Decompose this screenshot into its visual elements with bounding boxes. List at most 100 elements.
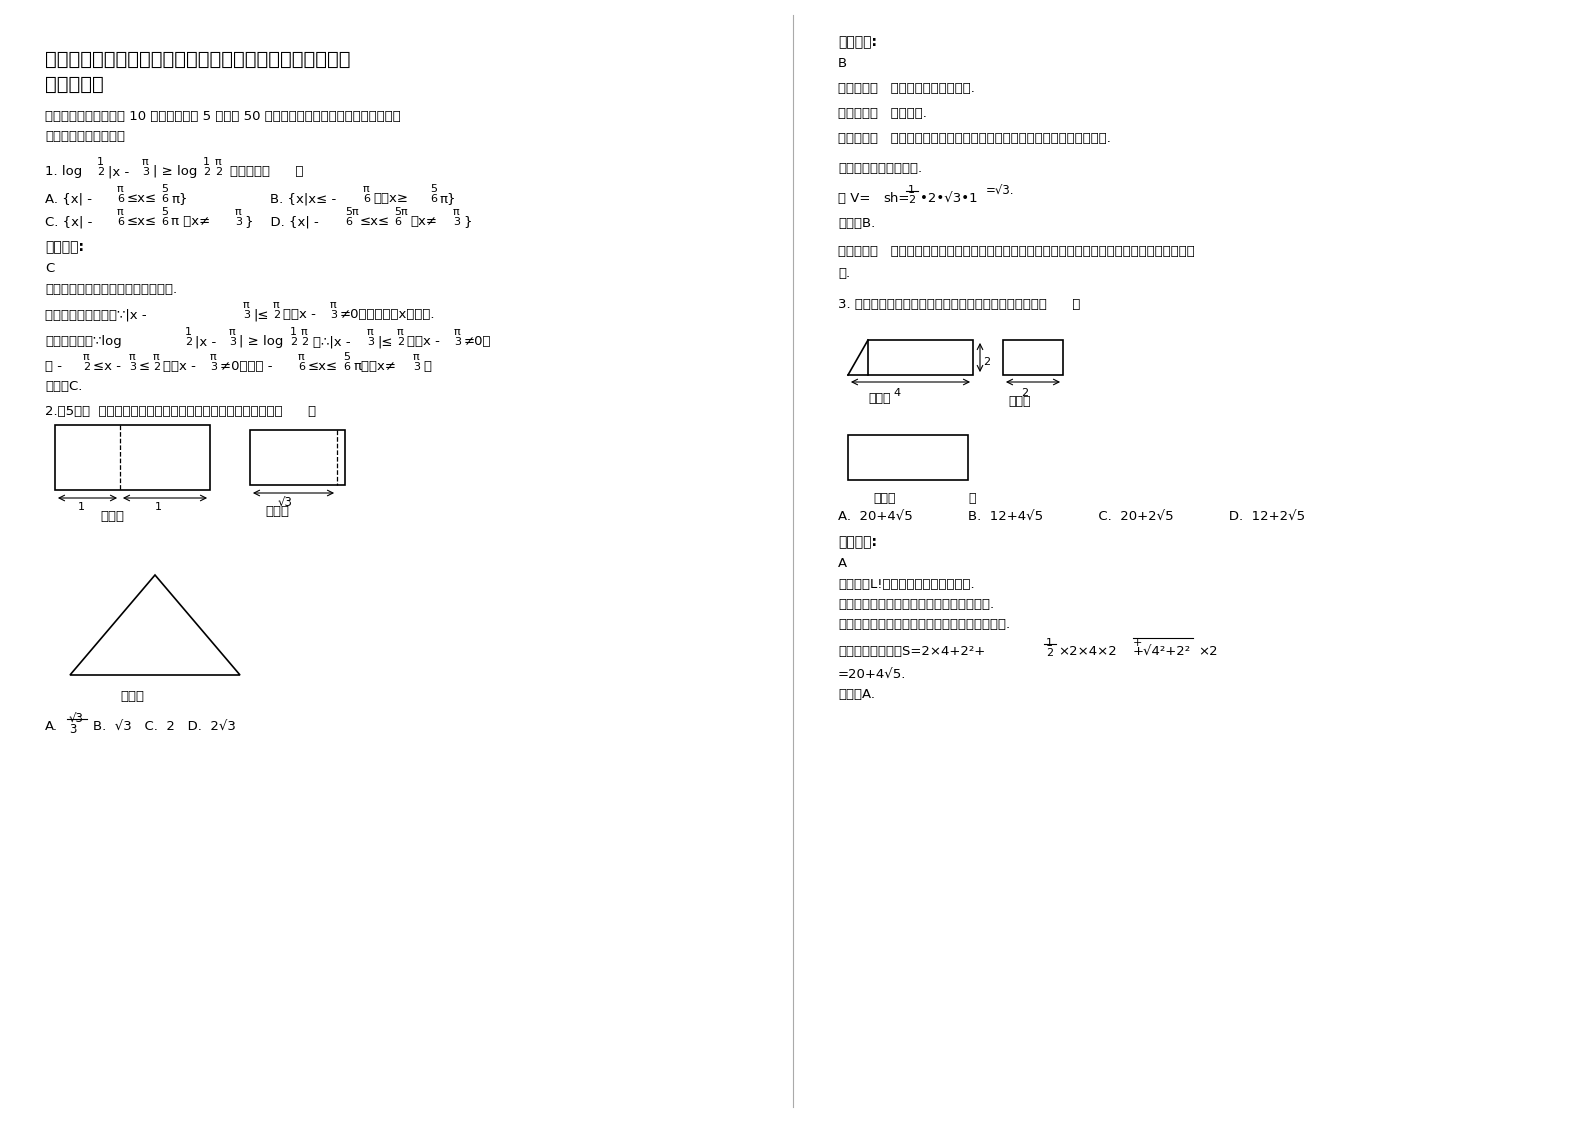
Text: 3: 3 xyxy=(68,723,76,736)
Text: | ≥ log: | ≥ log xyxy=(152,165,197,178)
Text: π: π xyxy=(229,327,235,337)
Text: ≤x≤: ≤x≤ xyxy=(308,360,338,373)
Text: 2: 2 xyxy=(290,337,297,347)
Text: +: + xyxy=(1133,638,1143,649)
Text: |≤: |≤ xyxy=(378,335,392,348)
Text: 1: 1 xyxy=(908,185,916,195)
Text: ，且x -: ，且x - xyxy=(163,360,195,373)
Text: 3: 3 xyxy=(141,167,149,177)
Polygon shape xyxy=(70,574,240,675)
Text: 题.: 题. xyxy=(838,267,851,280)
Text: ．: ． xyxy=(968,493,976,505)
Text: π: π xyxy=(330,300,336,310)
Text: 2: 2 xyxy=(1046,649,1054,657)
Text: 2: 2 xyxy=(203,167,209,177)
Text: 2.（5分）  某三棱柱的三视图如图所示，则该三棱柱的体积是（      ）: 2.（5分） 某三棱柱的三视图如图所示，则该三棱柱的体积是（ ） xyxy=(44,405,316,419)
Text: B.  √3   C.  2   D.  2√3: B. √3 C. 2 D. 2√3 xyxy=(94,720,236,733)
Text: 即 -: 即 - xyxy=(44,360,62,373)
Text: 2: 2 xyxy=(83,362,90,373)
Text: 正视图: 正视图 xyxy=(868,392,890,405)
Text: π: π xyxy=(117,206,124,217)
Text: 4: 4 xyxy=(893,388,900,398)
Text: 1: 1 xyxy=(290,327,297,337)
Text: 【分析】：   由三视图还原可知，这是一个正三棱柱，然后用体积公式求解.: 【分析】： 由三视图还原可知，这是一个正三棱柱，然后用体积公式求解. xyxy=(838,132,1111,145)
Text: π: π xyxy=(235,206,241,217)
Text: 参考答案:: 参考答案: xyxy=(838,35,878,49)
Text: π: π xyxy=(214,157,222,167)
Text: 且x≠: 且x≠ xyxy=(409,215,436,228)
Text: 3: 3 xyxy=(413,362,421,373)
Text: 6: 6 xyxy=(363,194,370,204)
Text: ×2: ×2 xyxy=(1198,645,1217,657)
Text: 3: 3 xyxy=(229,337,236,347)
Text: 2: 2 xyxy=(214,167,222,177)
Text: π: π xyxy=(83,352,89,362)
Bar xyxy=(847,435,968,480)
Text: 【分析】由三视图可知：该几何体为三棱柱.: 【分析】由三视图可知：该几何体为三棱柱. xyxy=(838,598,993,611)
Text: π，且x≠: π，且x≠ xyxy=(352,360,397,373)
Text: π}: π} xyxy=(440,192,457,205)
Text: 3: 3 xyxy=(452,217,460,227)
Text: 【解答】解：∵log: 【解答】解：∵log xyxy=(44,335,122,348)
Text: ≤x -: ≤x - xyxy=(94,360,121,373)
Text: 故选：C.: 故选：C. xyxy=(44,380,83,393)
Text: ≠0，: ≠0， xyxy=(463,335,492,348)
Text: sh=: sh= xyxy=(882,192,909,205)
Text: 是一个符合题目要求的: 是一个符合题目要求的 xyxy=(44,130,125,142)
Bar xyxy=(251,430,344,485)
Text: A.  20+4√5             B.  12+4√5             C.  20+2√5             D.  12+2√5: A. 20+4√5 B. 12+4√5 C. 20+2√5 D. 12+2√5 xyxy=(838,511,1305,523)
Text: | ≥ log: | ≥ log xyxy=(240,335,284,348)
Text: A.: A. xyxy=(44,720,59,733)
Text: 1: 1 xyxy=(156,502,162,512)
Text: 2: 2 xyxy=(1020,388,1028,398)
Text: 3. 某几何体的三视图如图所示，则该几何体的表面积是（      ）: 3. 某几何体的三视图如图所示，则该几何体的表面积是（ ） xyxy=(838,298,1081,311)
Text: 的解集为（      ）: 的解集为（ ） xyxy=(230,165,303,178)
Text: π: π xyxy=(243,300,249,310)
Text: 俯视图: 俯视图 xyxy=(121,690,144,703)
Text: ≠0，求得 -: ≠0，求得 - xyxy=(221,360,273,373)
Text: 试题含解析: 试题含解析 xyxy=(44,75,103,94)
Text: 5π: 5π xyxy=(394,206,408,217)
Text: 侧视图: 侧视图 xyxy=(265,505,289,518)
Text: 3: 3 xyxy=(367,337,375,347)
Text: }    D. {x| -: } D. {x| - xyxy=(244,215,319,228)
Text: 5: 5 xyxy=(343,352,351,362)
Text: ，或x≥: ，或x≥ xyxy=(373,192,408,205)
Text: π: π xyxy=(209,352,216,362)
Text: π: π xyxy=(363,184,370,194)
Text: 1. log: 1. log xyxy=(44,165,83,178)
Text: 【专题】：   常规题型.: 【专题】： 常规题型. xyxy=(838,107,927,120)
Text: 1: 1 xyxy=(186,327,192,337)
Text: 6: 6 xyxy=(117,194,124,204)
Text: 【点评】：   本题考查了三视图的基本认识，要注意量之间的关系和三个图间的相等关系；属于基础: 【点评】： 本题考查了三视图的基本认识，要注意量之间的关系和三个图间的相等关系；… xyxy=(838,245,1195,258)
Text: π: π xyxy=(141,157,149,167)
Text: π: π xyxy=(454,327,460,337)
Text: ×2×4×2: ×2×4×2 xyxy=(1059,645,1117,657)
Text: A. {x| -: A. {x| - xyxy=(44,192,92,205)
Bar xyxy=(1003,340,1063,375)
Text: 【考点】：   由三视图求面积、体积.: 【考点】： 由三视图求面积、体积. xyxy=(838,82,974,95)
Text: ≤x≤: ≤x≤ xyxy=(127,215,157,228)
Text: 俯视图: 俯视图 xyxy=(873,493,895,505)
Text: 2: 2 xyxy=(97,167,105,177)
Text: 3: 3 xyxy=(330,310,336,320)
Text: 则 V=: 则 V= xyxy=(838,192,870,205)
Polygon shape xyxy=(868,340,973,375)
Text: π: π xyxy=(397,327,403,337)
Text: ≠0，由此求得x的范围.: ≠0，由此求得x的范围. xyxy=(340,309,435,321)
Text: =√3.: =√3. xyxy=(986,185,1014,197)
Text: 6: 6 xyxy=(394,217,402,227)
Text: ≤x≤: ≤x≤ xyxy=(360,215,390,228)
Text: =20+4√5.: =20+4√5. xyxy=(838,668,906,681)
Text: •2•√3•1: •2•√3•1 xyxy=(920,192,978,205)
Text: ≤x≤: ≤x≤ xyxy=(127,192,157,205)
Text: √3: √3 xyxy=(68,712,84,726)
Text: +√4²+2²: +√4²+2² xyxy=(1133,645,1192,657)
Text: 3: 3 xyxy=(235,217,241,227)
Text: A: A xyxy=(838,557,847,570)
Text: 1: 1 xyxy=(1046,638,1054,649)
Text: ，且x -: ，且x - xyxy=(406,335,440,348)
Text: |x -: |x - xyxy=(195,335,216,348)
Text: π: π xyxy=(302,327,308,337)
Text: 2: 2 xyxy=(152,362,160,373)
